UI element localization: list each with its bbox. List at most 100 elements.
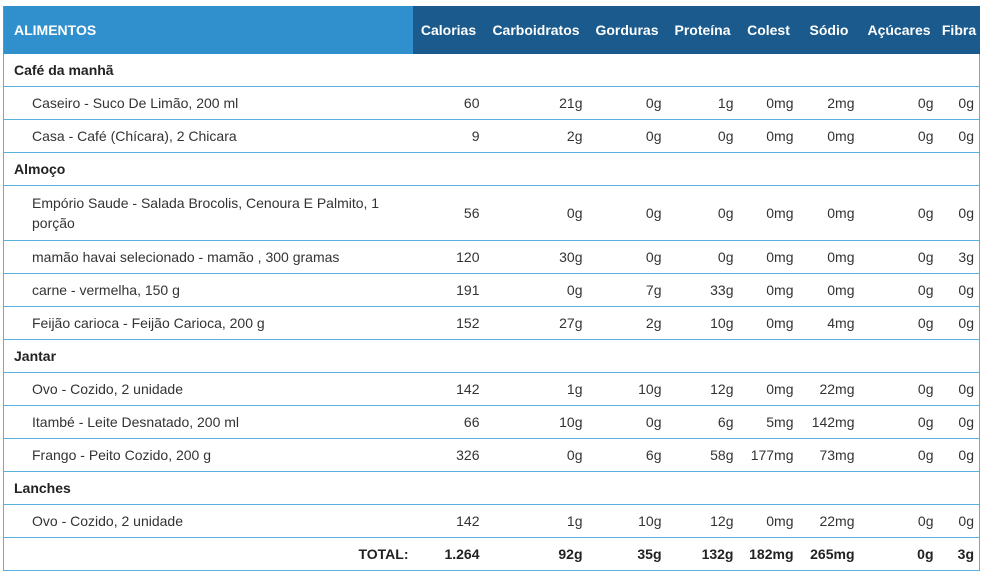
food-row[interactable]: carne - vermelha, 150 g 191 0g 7g 33g 0mg 0mg 0… <box>3 273 980 307</box>
fiber-cell: 0g <box>938 438 980 472</box>
brand-separator: - <box>194 249 208 265</box>
fat-cell: 0g <box>587 405 667 439</box>
protein-cell: 0g <box>666 240 739 274</box>
food-brand[interactable]: mamão havai selecionado <box>32 249 195 265</box>
food-row[interactable]: Ovo - Cozido, 2 unidade 142 1g 10g 12g 0mg 22m… <box>3 372 980 406</box>
meal-name: Café da manhã <box>3 54 980 87</box>
meal-name: Lanches <box>3 471 980 505</box>
food-brand[interactable]: Itambé <box>32 414 75 430</box>
cholesterol-cell: 0mg <box>738 372 799 406</box>
food-description[interactable]: Cozido, 2 unidade <box>70 513 184 529</box>
food-brand[interactable]: Ovo <box>32 513 58 529</box>
food-description[interactable]: Cozido, 2 unidade <box>70 381 184 397</box>
fat-cell: 0g <box>587 240 667 274</box>
meal-row: Lanches <box>3 471 980 505</box>
fiber-cell: 0g <box>938 504 980 538</box>
food-brand[interactable]: Empório Saude <box>32 195 129 211</box>
sugar-cell: 0g <box>859 438 939 472</box>
sugar-cell: 0g <box>859 306 939 340</box>
food-description[interactable]: Feijão Carioca, 200 g <box>131 315 265 331</box>
food-cell[interactable]: Feijão carioca - Feijão Carioca, 200 g <box>3 306 413 340</box>
brand-separator: - <box>67 282 80 298</box>
food-brand[interactable]: Frango <box>32 447 77 463</box>
food-cell[interactable]: Empório Saude - Salada Brocolis, Cenoura… <box>3 185 413 241</box>
carbs-cell: 1g <box>484 504 588 538</box>
fat-cell: 0g <box>587 86 667 120</box>
fiber-cell: 0g <box>938 119 980 153</box>
carbs-cell: 0g <box>484 273 588 307</box>
meal-name: Jantar <box>3 339 980 373</box>
food-cell[interactable]: Ovo - Cozido, 2 unidade <box>3 504 413 538</box>
sugar-cell: 0g <box>859 185 939 241</box>
food-cell[interactable]: carne - vermelha, 150 g <box>3 273 413 307</box>
food-cell[interactable]: Ovo - Cozido, 2 unidade <box>3 372 413 406</box>
calories-cell: 66 <box>412 405 485 439</box>
total-fiber: 3g <box>938 537 980 571</box>
sodium-cell: 0mg <box>798 273 860 307</box>
cholesterol-cell: 0mg <box>738 240 799 274</box>
food-row[interactable]: Casa - Café (Chícara), 2 Chicara 9 2g 0g 0g 0… <box>3 119 980 153</box>
fat-cell: 6g <box>587 438 667 472</box>
sugar-cell: 0g <box>859 273 939 307</box>
brand-separator: - <box>119 315 132 331</box>
food-description[interactable]: Peito Cozido, 200 g <box>88 447 212 463</box>
sodium-cell: 0mg <box>798 240 860 274</box>
protein-cell: 10g <box>666 306 739 340</box>
food-cell[interactable]: Itambé - Leite Desnatado, 200 ml <box>3 405 413 439</box>
protein-cell: 1g <box>666 86 739 120</box>
brand-separator: - <box>64 128 78 144</box>
total-protein: 132g <box>666 537 739 571</box>
food-row[interactable]: Empório Saude - Salada Brocolis, Cenoura… <box>3 185 980 241</box>
sugar-cell: 0g <box>859 86 939 120</box>
food-description[interactable]: Café (Chícara), 2 Chicara <box>77 128 237 144</box>
food-cell[interactable]: mamão havai selecionado - mamão , 300 gr… <box>3 240 413 274</box>
sugar-cell: 0g <box>859 240 939 274</box>
total-sodium: 265mg <box>798 537 860 571</box>
food-row[interactable]: Feijão carioca - Feijão Carioca, 200 g 15… <box>3 306 980 340</box>
brand-separator: - <box>80 95 93 111</box>
brand-separator: - <box>76 447 89 463</box>
cholesterol-cell: 177mg <box>738 438 799 472</box>
sodium-cell: 22mg <box>798 504 860 538</box>
total-sugar: 0g <box>859 537 939 571</box>
protein-cell: 0g <box>666 185 739 241</box>
food-description[interactable]: Salada Brocolis, Cenoura E Palmito, 1 po… <box>32 195 380 231</box>
sodium-cell: 73mg <box>798 438 860 472</box>
carbs-cell: 1g <box>484 372 588 406</box>
protein-cell: 12g <box>666 372 739 406</box>
food-cell[interactable]: Casa - Café (Chícara), 2 Chicara <box>3 119 413 153</box>
carbs-cell: 27g <box>484 306 588 340</box>
sodium-cell: 2mg <box>798 86 860 120</box>
fiber-cell: 3g <box>938 240 980 274</box>
food-description[interactable]: Suco De Limão, 200 ml <box>92 95 239 111</box>
header-carbs: Carboidratos <box>484 6 588 54</box>
cholesterol-cell: 0mg <box>738 185 799 241</box>
meal-row: Café da manhã <box>3 54 980 87</box>
food-cell[interactable]: Frango - Peito Cozido, 200 g <box>3 438 413 472</box>
fat-cell: 7g <box>587 273 667 307</box>
food-brand[interactable]: Ovo <box>32 381 58 397</box>
food-row[interactable]: Frango - Peito Cozido, 200 g 326 0g 6g 58g 17… <box>3 438 980 472</box>
calories-cell: 9 <box>412 119 485 153</box>
food-brand[interactable]: Feijão carioca <box>32 315 120 331</box>
brand-separator: - <box>57 381 71 397</box>
food-cell[interactable]: Caseiro - Suco De Limão, 200 ml <box>3 86 413 120</box>
fat-cell: 2g <box>587 306 667 340</box>
food-description[interactable]: mamão , 300 gramas <box>207 249 340 265</box>
total-label: TOTAL: <box>3 537 413 571</box>
food-brand[interactable]: Casa <box>32 128 65 144</box>
food-row[interactable]: Caseiro - Suco De Limão, 200 ml 60 21g 0g 1g… <box>3 86 980 120</box>
food-description[interactable]: vermelha, 150 g <box>79 282 180 298</box>
fat-cell: 0g <box>587 119 667 153</box>
calories-cell: 56 <box>412 185 485 241</box>
food-brand[interactable]: Caseiro <box>32 95 81 111</box>
food-row[interactable]: Itambé - Leite Desnatado, 200 ml 66 10g 0g 6… <box>3 405 980 439</box>
food-diary-table: ALIMENTOS Calorias Carboidratos Gorduras… <box>3 6 980 571</box>
food-row[interactable]: mamão havai selecionado - mamão , 300 gr… <box>3 240 980 274</box>
header-calories: Calorias <box>412 6 485 54</box>
food-row[interactable]: Ovo - Cozido, 2 unidade 142 1g 10g 12g 0mg 22m… <box>3 504 980 538</box>
calories-cell: 60 <box>412 86 485 120</box>
food-brand[interactable]: carne <box>32 282 68 298</box>
header-food: ALIMENTOS <box>3 6 413 54</box>
food-description[interactable]: Leite Desnatado, 200 ml <box>87 414 240 430</box>
